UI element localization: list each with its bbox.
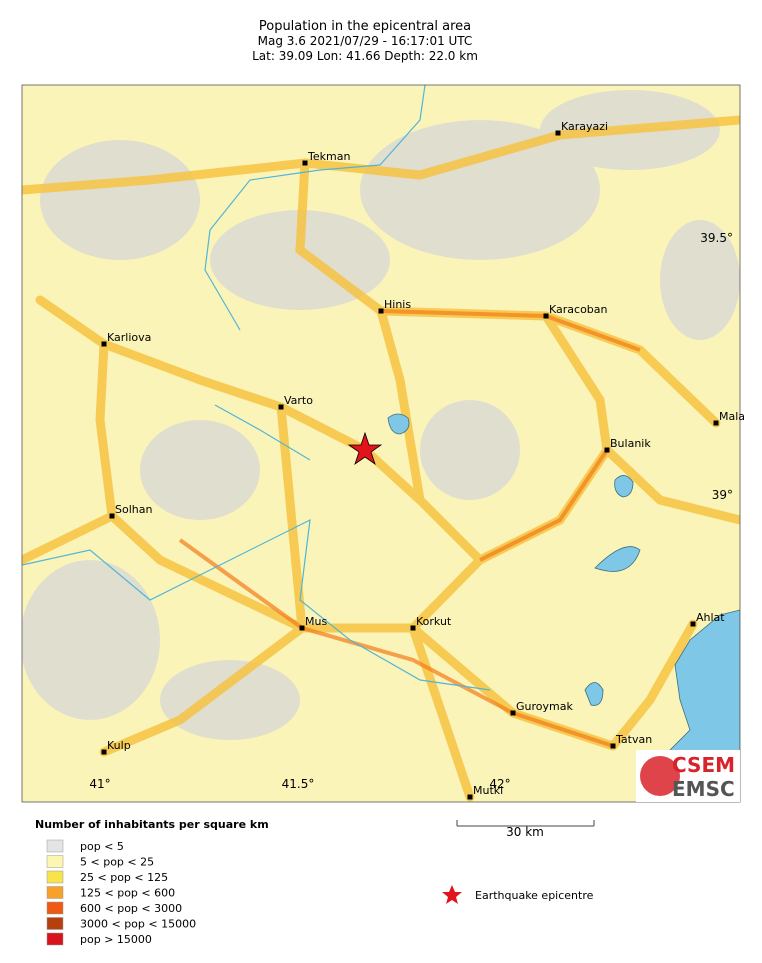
map-frame	[21, 84, 741, 803]
roads	[22, 115, 740, 802]
city-marker	[555, 130, 561, 136]
legend-star	[442, 885, 462, 904]
city-marker	[299, 625, 305, 631]
city-label: Solhan	[115, 503, 152, 516]
logo-text: EMSC	[672, 777, 735, 801]
lon-label: 41.5°	[282, 777, 315, 791]
legend-swatch	[46, 932, 64, 946]
city-label: Kulp	[107, 739, 131, 752]
legend-label: Earthquake epicentre	[475, 889, 594, 902]
logo-globe	[640, 756, 680, 796]
city-marker	[543, 313, 549, 319]
city-marker	[109, 513, 115, 519]
legend-label: 25 < pop < 125	[80, 871, 168, 884]
city-label: Ahlat	[696, 611, 725, 624]
city-marker	[101, 749, 107, 755]
city-label: Karayazi	[561, 120, 608, 133]
city-marker	[690, 621, 696, 627]
subtitle: Mag 3.6 2021/07/29 - 16:17:01 UTC	[258, 34, 473, 48]
city-label: Varto	[284, 394, 313, 407]
city-marker	[101, 341, 107, 347]
logo-text: CSEM	[672, 753, 735, 777]
legend-label: pop < 5	[80, 840, 124, 853]
city-marker	[510, 710, 516, 716]
city-label: Mala	[719, 410, 745, 423]
city-marker	[610, 743, 616, 749]
legend-swatch	[46, 917, 64, 930]
rivers	[22, 85, 491, 691]
legend-swatch	[46, 886, 64, 899]
legend-swatch	[46, 839, 64, 853]
map	[22, 85, 740, 802]
legend-label: 125 < pop < 600	[80, 887, 175, 900]
city-label: Mus	[305, 615, 327, 628]
city-marker	[410, 625, 416, 631]
lon-label: 41°	[89, 777, 110, 791]
scale-label: 30 km	[506, 825, 544, 839]
subtitle: Lat: 39.09 Lon: 41.66 Depth: 22.0 km	[252, 49, 478, 63]
legend-swatch	[46, 855, 64, 868]
city-marker	[467, 794, 473, 800]
legend-swatch	[46, 870, 64, 884]
city-label: Korkut	[416, 615, 452, 628]
city-label: Tatvan	[615, 733, 652, 746]
lat-label: 39°	[712, 488, 733, 502]
lat-label: 39.5°	[700, 231, 733, 245]
epicentre	[347, 431, 383, 466]
city-label: Mutki	[473, 784, 503, 797]
legend-label: 3000 < pop < 15000	[80, 918, 196, 931]
city-marker	[604, 447, 610, 453]
city-label: Hinis	[384, 298, 411, 311]
city-marker	[378, 308, 384, 314]
city-marker	[278, 404, 284, 410]
legend-label: pop > 15000	[80, 933, 152, 946]
legend-label: 600 < pop < 3000	[80, 902, 182, 915]
city-marker	[302, 160, 308, 166]
legend-title: Number of inhabitants per square km	[35, 818, 269, 831]
sparse-areas	[22, 90, 740, 740]
legend-label: 5 < pop < 25	[80, 856, 154, 869]
legend-swatch	[46, 901, 64, 915]
lon-label: 42°	[489, 777, 510, 791]
city-label: Karliova	[107, 331, 151, 344]
city-label: Guroymak	[516, 700, 573, 713]
title: Population in the epicentral area	[259, 19, 471, 34]
city-marker	[713, 420, 719, 426]
city-label: Bulanik	[610, 437, 651, 450]
city-label: Karacoban	[549, 303, 608, 316]
city-label: Tekman	[307, 150, 350, 163]
